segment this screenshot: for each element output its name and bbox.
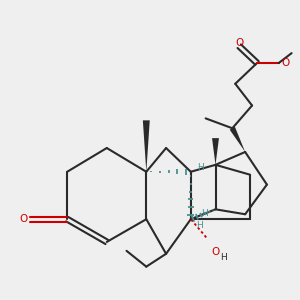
Polygon shape xyxy=(143,120,150,172)
Text: H: H xyxy=(220,253,227,262)
Text: O: O xyxy=(20,214,28,224)
Text: H: H xyxy=(196,220,202,230)
Text: H: H xyxy=(197,163,203,172)
Text: O: O xyxy=(235,38,243,48)
Text: H: H xyxy=(201,209,208,218)
Polygon shape xyxy=(212,138,219,165)
Polygon shape xyxy=(230,127,245,152)
Text: O: O xyxy=(212,247,220,257)
Text: O: O xyxy=(282,58,290,68)
